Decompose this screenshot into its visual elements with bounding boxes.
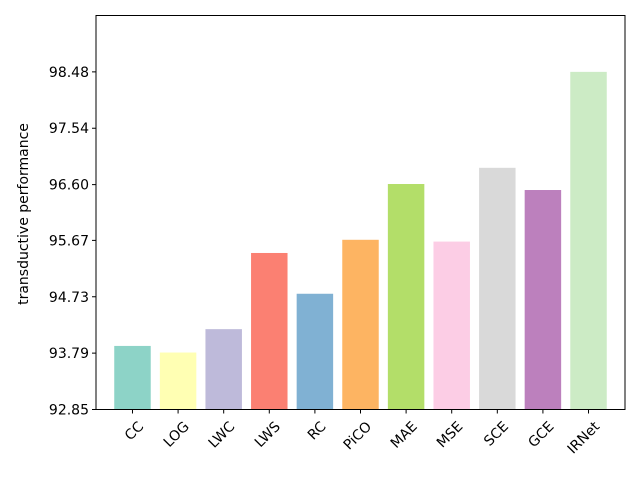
x-tick-label: PiCO bbox=[341, 419, 376, 454]
bars-group bbox=[114, 71, 607, 410]
y-tick-label: 96.60 bbox=[49, 178, 89, 194]
plot-frame bbox=[95, 15, 626, 410]
bar-sce bbox=[479, 167, 516, 410]
y-axis-label: transductive performance bbox=[16, 123, 32, 305]
bar-pico bbox=[342, 239, 379, 410]
bar-rc bbox=[296, 293, 334, 410]
x-tick-label: LOG bbox=[161, 419, 193, 451]
y-tick-label: 95.67 bbox=[49, 233, 89, 249]
y-tick-label: 98.48 bbox=[49, 65, 89, 81]
x-tick-label: CC bbox=[122, 419, 147, 444]
x-tick-label: RC bbox=[305, 419, 330, 444]
bar-mse bbox=[433, 241, 470, 410]
bar-lws bbox=[251, 252, 288, 410]
x-axis: CC LOG LWC LWS RC PiCO MAE MSE SCE GCE IRNet bbox=[122, 409, 604, 457]
bar-mae bbox=[387, 184, 425, 410]
bar-irnet bbox=[570, 71, 607, 410]
x-tick-label: SCE bbox=[481, 419, 512, 450]
y-tick-label: 92.85 bbox=[49, 403, 89, 419]
y-axis: 92.85 93.79 94.73 95.67 96.60 97.54 98.48 bbox=[49, 65, 96, 419]
x-tick-label: LWC bbox=[206, 419, 239, 452]
bar-gce bbox=[524, 190, 562, 410]
bar-log bbox=[159, 352, 197, 410]
y-tick-label: 93.79 bbox=[49, 346, 89, 362]
x-tick-label: MSE bbox=[434, 419, 466, 451]
bar-cc bbox=[114, 345, 151, 410]
y-tick-label: 97.54 bbox=[49, 121, 89, 137]
y-tick-label: 94.73 bbox=[49, 290, 89, 306]
x-tick-label: GCE bbox=[525, 419, 557, 451]
x-tick-label: LWS bbox=[252, 419, 284, 451]
bar-lwc bbox=[205, 329, 242, 410]
x-tick-label: MAE bbox=[388, 419, 421, 452]
x-tick-label: IRNet bbox=[565, 418, 604, 457]
